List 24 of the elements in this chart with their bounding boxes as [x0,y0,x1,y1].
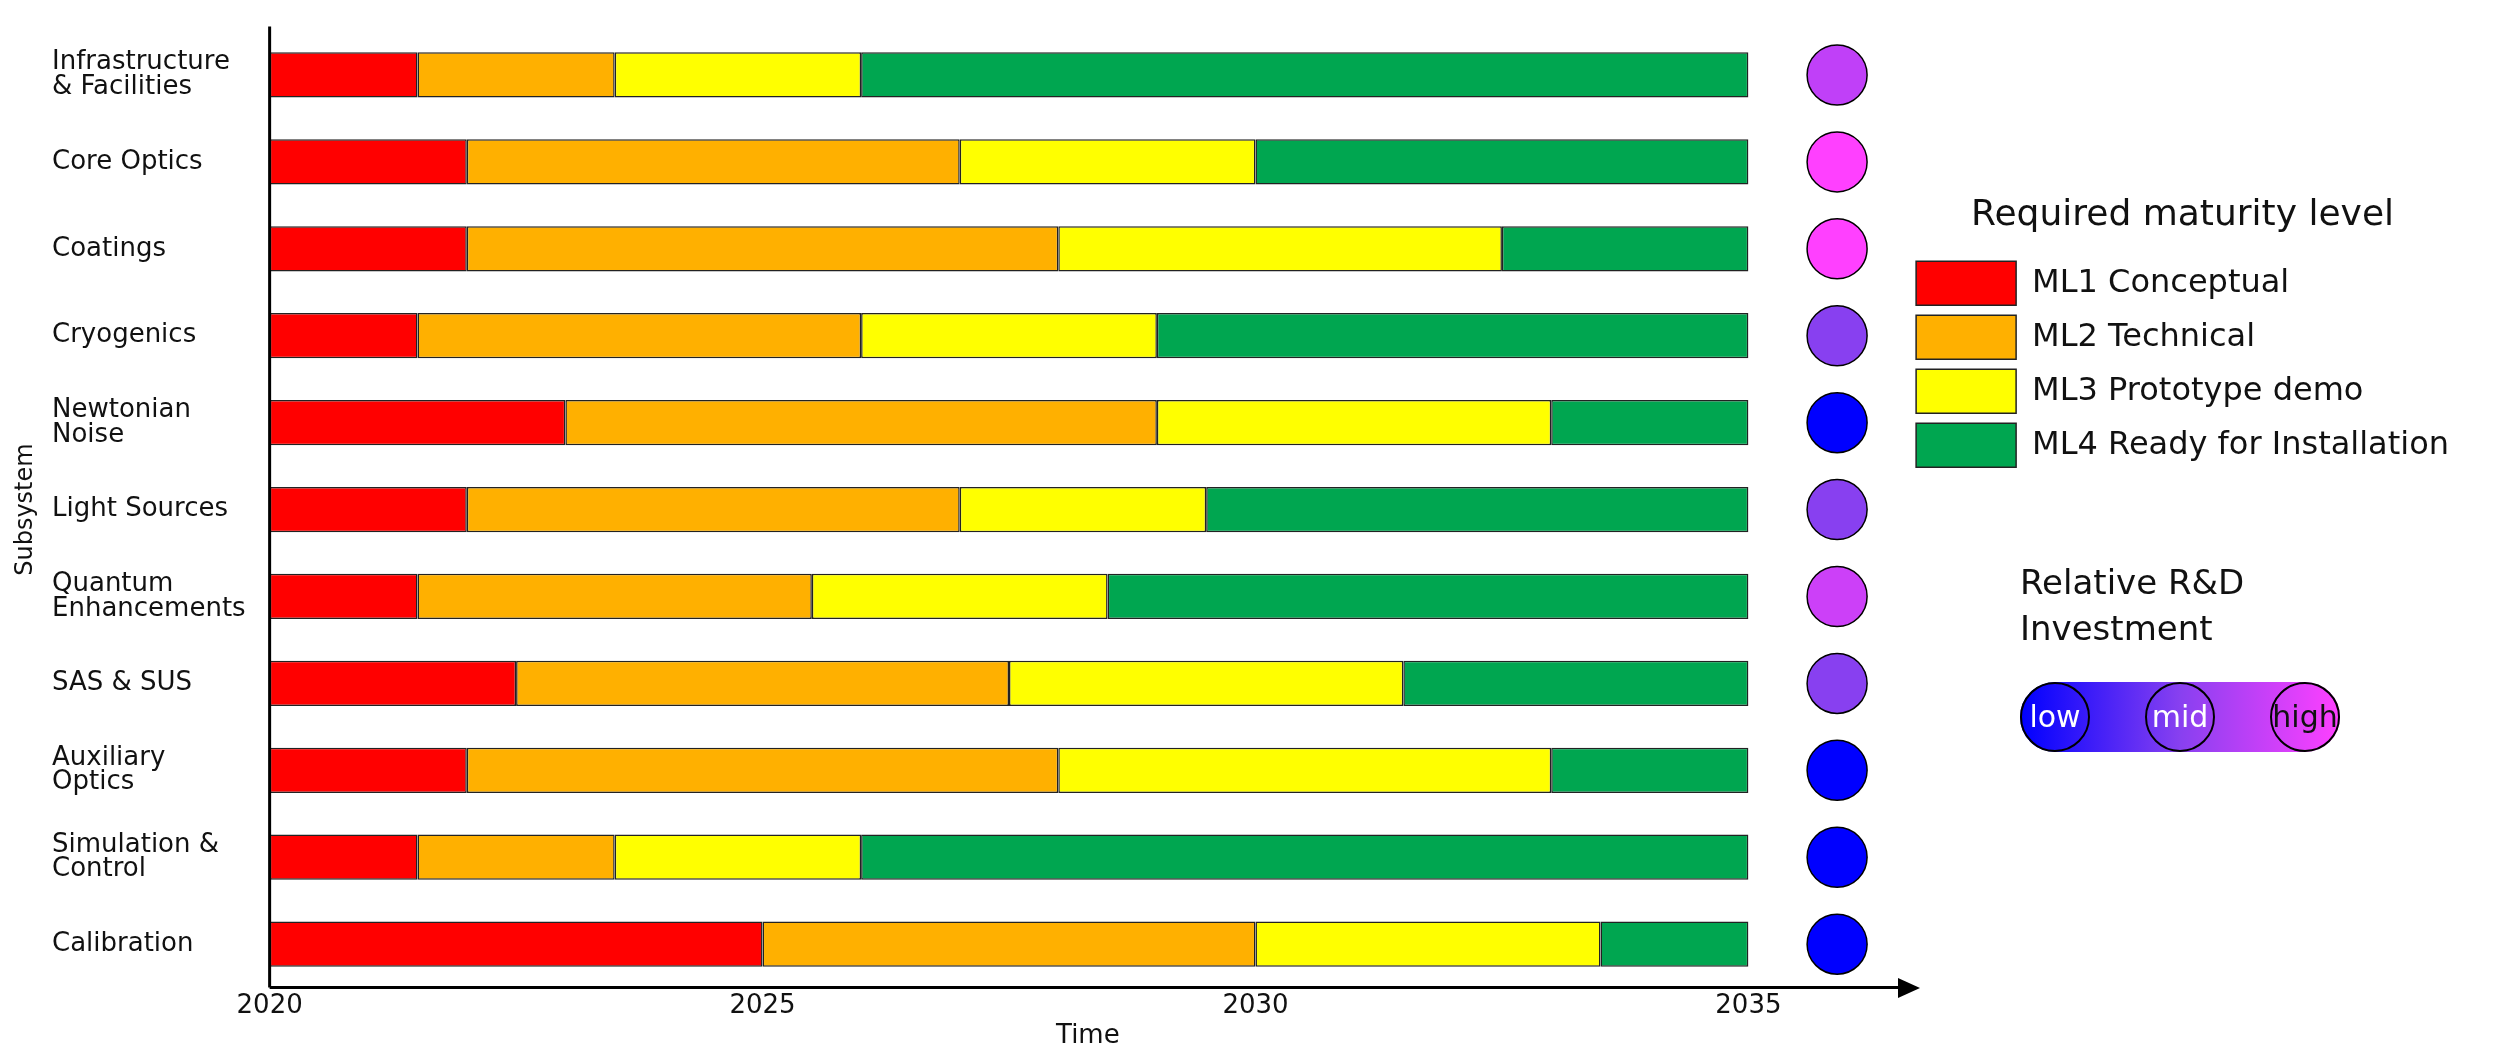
y-tick-label: SAS & SUS [52,666,193,697]
legend-label: ML4 Ready for Installation [2032,423,2449,462]
y-tick-label: Coatings [52,231,166,262]
y-axis-title: Subsystem [10,443,39,576]
legend-label: ML1 Conceptual [2032,261,2290,300]
y-tick-label: Newtonian Noise [52,393,191,448]
legend-title: Required maturity level [1971,192,2395,234]
x-tick-label: 2025 [729,988,796,1019]
x-tick-label: 2020 [236,988,303,1019]
y-tick-label: Infrastructure & Facilities [52,45,230,101]
x-axis-title: Time [1055,1019,1120,1050]
y-tick-label: Calibration [52,926,194,957]
investment-scale: Relative R&D Investment low mid high [2020,560,2340,752]
y-tick-label: Quantum Enhancements [52,566,246,622]
y-tick-label: Core Optics [52,144,203,175]
x-tick-label: 2035 [1715,988,1782,1019]
legend-label: ML2 Technical [2032,315,2256,354]
y-tick-label: Light Sources [52,492,228,523]
y-tick-label: Auxiliary Optics [52,740,166,796]
legend-label: ML3 Prototype demo [2032,369,2364,408]
color-bar-title: Relative R&D Investment [2020,561,2246,650]
y-tick-label: Cryogenics [52,318,197,349]
x-tick-label: 2030 [1222,988,1289,1019]
y-tick-label: Simulation & Control [52,827,220,883]
